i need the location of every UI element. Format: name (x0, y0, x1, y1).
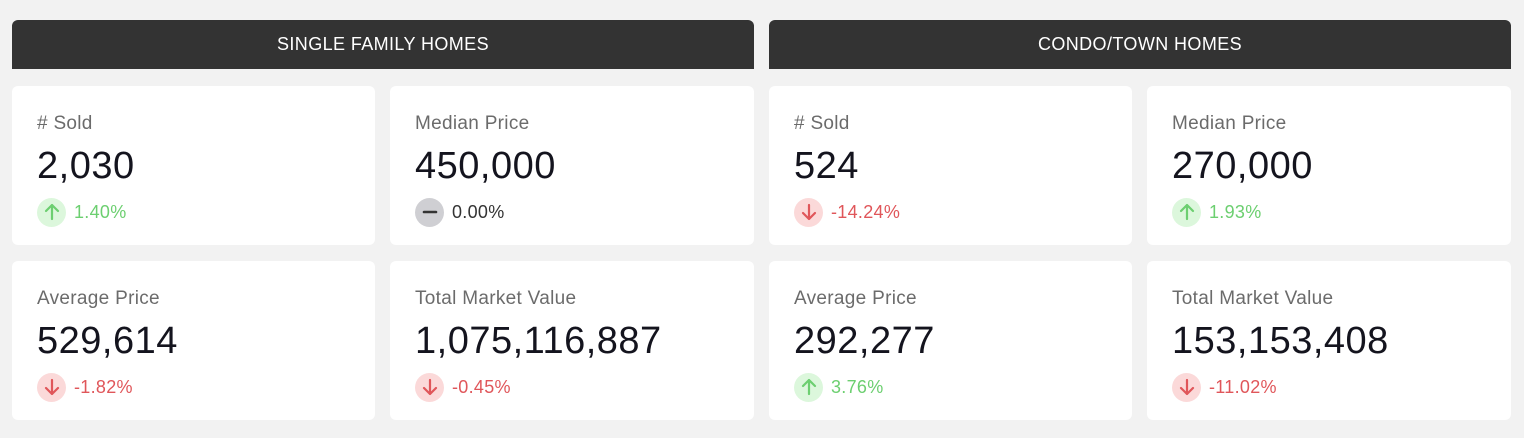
stat-value: 450,000 (415, 145, 556, 187)
arrow-up-icon (37, 197, 66, 227)
section-condo-town-homes: CONDO/TOWN HOMES # Sold 524 -14.24% Medi… (769, 20, 1511, 420)
stat-label: Median Price (1172, 113, 1287, 134)
stat-change: 0.00% (415, 197, 754, 227)
stat-change-text: 3.76% (831, 376, 884, 397)
stat-card-average-price: Average Price 292,277 3.76% (769, 261, 1132, 420)
arrow-up-icon (794, 372, 823, 402)
stat-change-text: -11.02% (1209, 376, 1277, 397)
section-title: SINGLE FAMILY HOMES (277, 34, 489, 54)
stat-card-median-price: Median Price 450,000 0.00% (390, 86, 754, 245)
stat-change: -0.45% (415, 372, 754, 402)
stat-label: Average Price (794, 288, 917, 309)
section-single-family-homes: SINGLE FAMILY HOMES # Sold 2,030 1.40% M… (12, 20, 754, 420)
stat-change-text: 1.93% (1209, 201, 1262, 222)
stat-change-text: 1.40% (74, 201, 127, 222)
stat-grid: # Sold 524 -14.24% Median Price 270,000 … (769, 86, 1511, 420)
stat-change-text: -0.45% (452, 376, 511, 397)
stat-change: -1.82% (37, 372, 375, 402)
minus-icon (415, 197, 444, 227)
stat-change-text: -1.82% (74, 376, 133, 397)
stat-change: 1.93% (1172, 197, 1511, 227)
arrow-up-icon (1172, 197, 1201, 227)
stat-change-text: 0.00% (452, 201, 505, 222)
stat-card-sold: # Sold 2,030 1.40% (12, 86, 375, 245)
stat-label: Total Market Value (415, 288, 577, 309)
stat-value: 524 (794, 145, 859, 187)
stat-card-median-price: Median Price 270,000 1.93% (1147, 86, 1511, 245)
stat-value: 270,000 (1172, 145, 1313, 187)
stat-value: 2,030 (37, 145, 135, 187)
arrow-down-icon (1172, 372, 1201, 402)
stat-card-total-market-value: Total Market Value 1,075,116,887 -0.45% (390, 261, 754, 420)
stat-label: Median Price (415, 113, 530, 134)
stat-label: Total Market Value (1172, 288, 1334, 309)
stat-card-total-market-value: Total Market Value 153,153,408 -11.02% (1147, 261, 1511, 420)
arrow-down-icon (37, 372, 66, 402)
stat-change: -14.24% (794, 197, 1132, 227)
stat-label: # Sold (37, 113, 93, 134)
stat-value: 292,277 (794, 320, 935, 362)
stat-grid: # Sold 2,030 1.40% Median Price 450,000 … (12, 86, 754, 420)
section-header: SINGLE FAMILY HOMES (12, 20, 754, 69)
stat-value: 529,614 (37, 320, 178, 362)
stat-change: -11.02% (1172, 372, 1511, 402)
stat-change-text: -14.24% (831, 201, 901, 222)
stat-value: 1,075,116,887 (415, 320, 662, 362)
stat-value: 153,153,408 (1172, 320, 1389, 362)
stat-label: # Sold (794, 113, 850, 134)
stat-change: 1.40% (37, 197, 375, 227)
stat-label: Average Price (37, 288, 160, 309)
stat-card-average-price: Average Price 529,614 -1.82% (12, 261, 375, 420)
stat-change: 3.76% (794, 372, 1132, 402)
section-title: CONDO/TOWN HOMES (1037, 34, 1243, 54)
arrow-down-icon (415, 372, 444, 402)
stat-card-sold: # Sold 524 -14.24% (769, 86, 1132, 245)
arrow-down-icon (794, 197, 823, 227)
section-header: CONDO/TOWN HOMES (769, 20, 1511, 69)
